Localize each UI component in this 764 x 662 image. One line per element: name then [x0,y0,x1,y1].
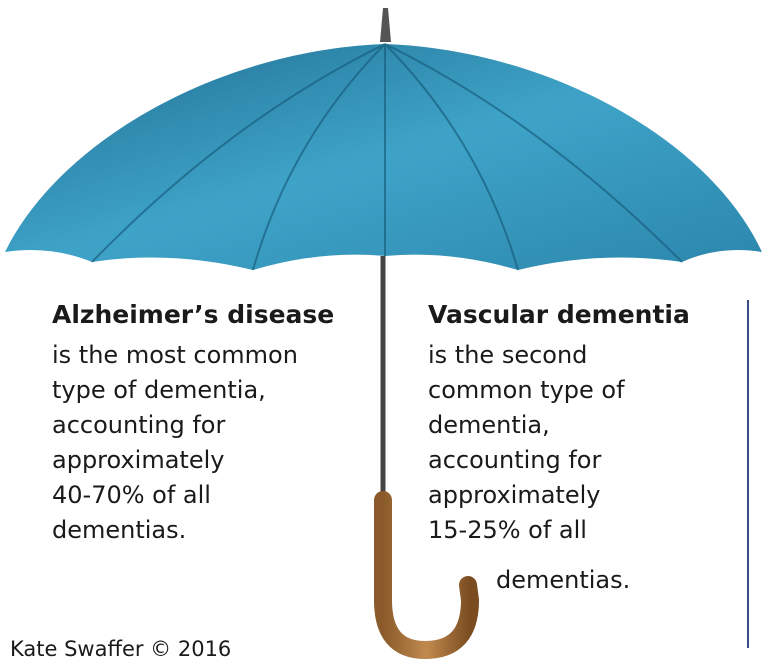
umbrella-diagram: Alzheimer’s disease is the most common typ… [0,0,764,662]
block-line: is the second [428,341,587,369]
block-line: 15-25% of all [428,516,587,544]
block-line: common type of [428,376,625,404]
umbrella [5,8,762,650]
block-title: Vascular dementia [428,300,690,329]
block-line: accounting for [428,446,601,474]
block-line: type of dementia, [52,376,266,404]
block-line: 40-70% of all [52,481,211,509]
credit: Kate Swaffer © 2016 [10,637,231,661]
block-line: accounting for [52,411,225,439]
block-line: dementias. [52,516,186,544]
block-line: approximately [52,446,224,474]
block-line: is the most common [52,341,298,369]
block-title: Alzheimer’s disease [52,300,334,329]
block-line: dementia, [428,411,550,439]
tip [380,8,391,42]
block-line: dementias. [496,566,630,594]
block-line: approximately [428,481,600,509]
